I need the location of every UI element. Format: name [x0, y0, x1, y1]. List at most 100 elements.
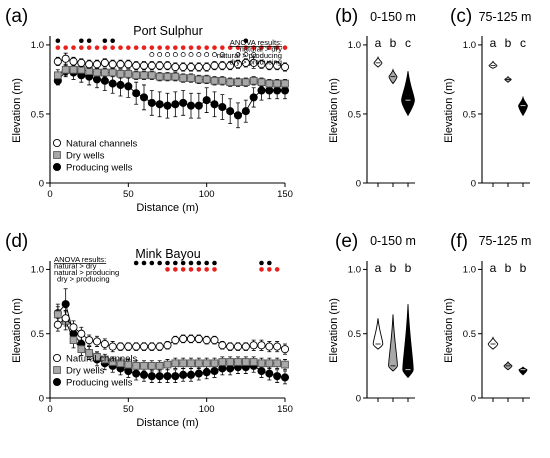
data-point — [186, 62, 196, 72]
y-tick-label: 1.0 — [348, 265, 361, 276]
significance-dot — [188, 260, 194, 266]
y-tick-label: 0 — [471, 393, 476, 404]
significance-dot — [149, 260, 155, 266]
data-point — [61, 300, 70, 309]
y-tick-label: 0.5 — [31, 329, 44, 340]
violin-producing: c — [401, 36, 415, 117]
significance-dot — [274, 45, 280, 50]
chart-title: 75-125 m — [479, 10, 532, 24]
anova-line: dry > producing — [57, 275, 110, 284]
data-point — [155, 100, 164, 109]
y-axis-label: Elevation (m) — [328, 298, 340, 363]
significance-dot — [243, 38, 249, 44]
data-point — [273, 61, 282, 70]
significance-dot — [86, 38, 92, 44]
violin-shape — [487, 336, 499, 350]
data-point — [241, 78, 250, 87]
violin-shape — [488, 60, 498, 69]
data-point — [241, 358, 250, 366]
violin-natural: a — [373, 36, 383, 68]
data-point — [273, 79, 282, 88]
data-point — [163, 61, 172, 70]
data-point — [257, 78, 266, 87]
data-point — [241, 342, 250, 351]
data-point — [100, 339, 109, 349]
violin-shape — [518, 366, 528, 376]
significance-dot — [94, 45, 100, 50]
violin-natural: a — [372, 261, 384, 350]
series-natural — [53, 52, 290, 72]
data-point — [218, 102, 227, 112]
data-point — [124, 60, 133, 69]
significance-dot — [212, 45, 217, 50]
data-point — [273, 372, 282, 381]
data-point — [132, 71, 141, 80]
significance-dot — [173, 260, 178, 266]
legend-marker — [53, 151, 61, 159]
chart-title: Port Sulphur — [133, 24, 202, 38]
chart-title: Mink Bayou — [135, 247, 200, 261]
data-point — [116, 80, 125, 90]
data-point — [265, 79, 274, 88]
data-point — [171, 372, 180, 381]
data-point — [179, 74, 188, 82]
significance-dot — [165, 45, 170, 50]
y-tick-label: 0.5 — [31, 109, 44, 120]
data-point — [281, 360, 289, 369]
data-point — [77, 345, 86, 353]
significance-dot — [79, 38, 84, 44]
data-point — [61, 314, 70, 323]
group-letter: c — [520, 36, 526, 50]
significance-dot — [126, 45, 131, 50]
anova-title: ANOVA results: — [54, 255, 106, 264]
data-point — [179, 334, 188, 343]
data-point — [147, 61, 156, 70]
significance-dot — [219, 52, 225, 58]
significance-dot — [274, 267, 280, 272]
data-point — [241, 107, 250, 116]
data-point — [218, 76, 227, 85]
significance-dot — [251, 52, 257, 58]
data-point — [218, 61, 227, 70]
data-point — [234, 78, 242, 87]
data-point — [140, 71, 148, 80]
data-point — [210, 336, 219, 345]
data-point — [249, 358, 258, 366]
data-point — [92, 337, 102, 346]
data-point — [280, 373, 290, 382]
significance-dot — [55, 38, 61, 44]
group-letter: a — [490, 36, 497, 50]
data-point — [132, 342, 141, 351]
data-point — [53, 71, 62, 80]
significance-dot — [180, 52, 186, 58]
significance-dot — [110, 38, 115, 44]
data-point — [53, 320, 62, 329]
x-axis-label: Distance (m) — [136, 202, 198, 214]
series-natural — [53, 310, 290, 355]
significance-dot — [188, 52, 194, 58]
legend-label: Natural channels — [66, 354, 138, 365]
significance-dot — [180, 45, 186, 50]
significance-dot — [133, 45, 139, 50]
significance-dot — [173, 267, 178, 272]
data-point — [85, 336, 94, 345]
data-point — [163, 360, 172, 369]
data-point — [124, 360, 133, 369]
significance-dot — [141, 260, 147, 266]
legend-label: Dry wells — [66, 366, 105, 377]
series-dry — [53, 63, 289, 89]
significance-dot — [282, 45, 288, 50]
data-point — [210, 61, 219, 70]
significance-dot — [267, 260, 272, 266]
legend-marker — [52, 138, 62, 148]
significance-dot — [212, 267, 217, 272]
x-tick-label: 150 — [277, 189, 293, 200]
x-axis-label: Distance (m) — [136, 417, 198, 429]
data-point — [257, 359, 266, 368]
data-point — [100, 58, 109, 67]
significance-dot — [157, 45, 162, 50]
